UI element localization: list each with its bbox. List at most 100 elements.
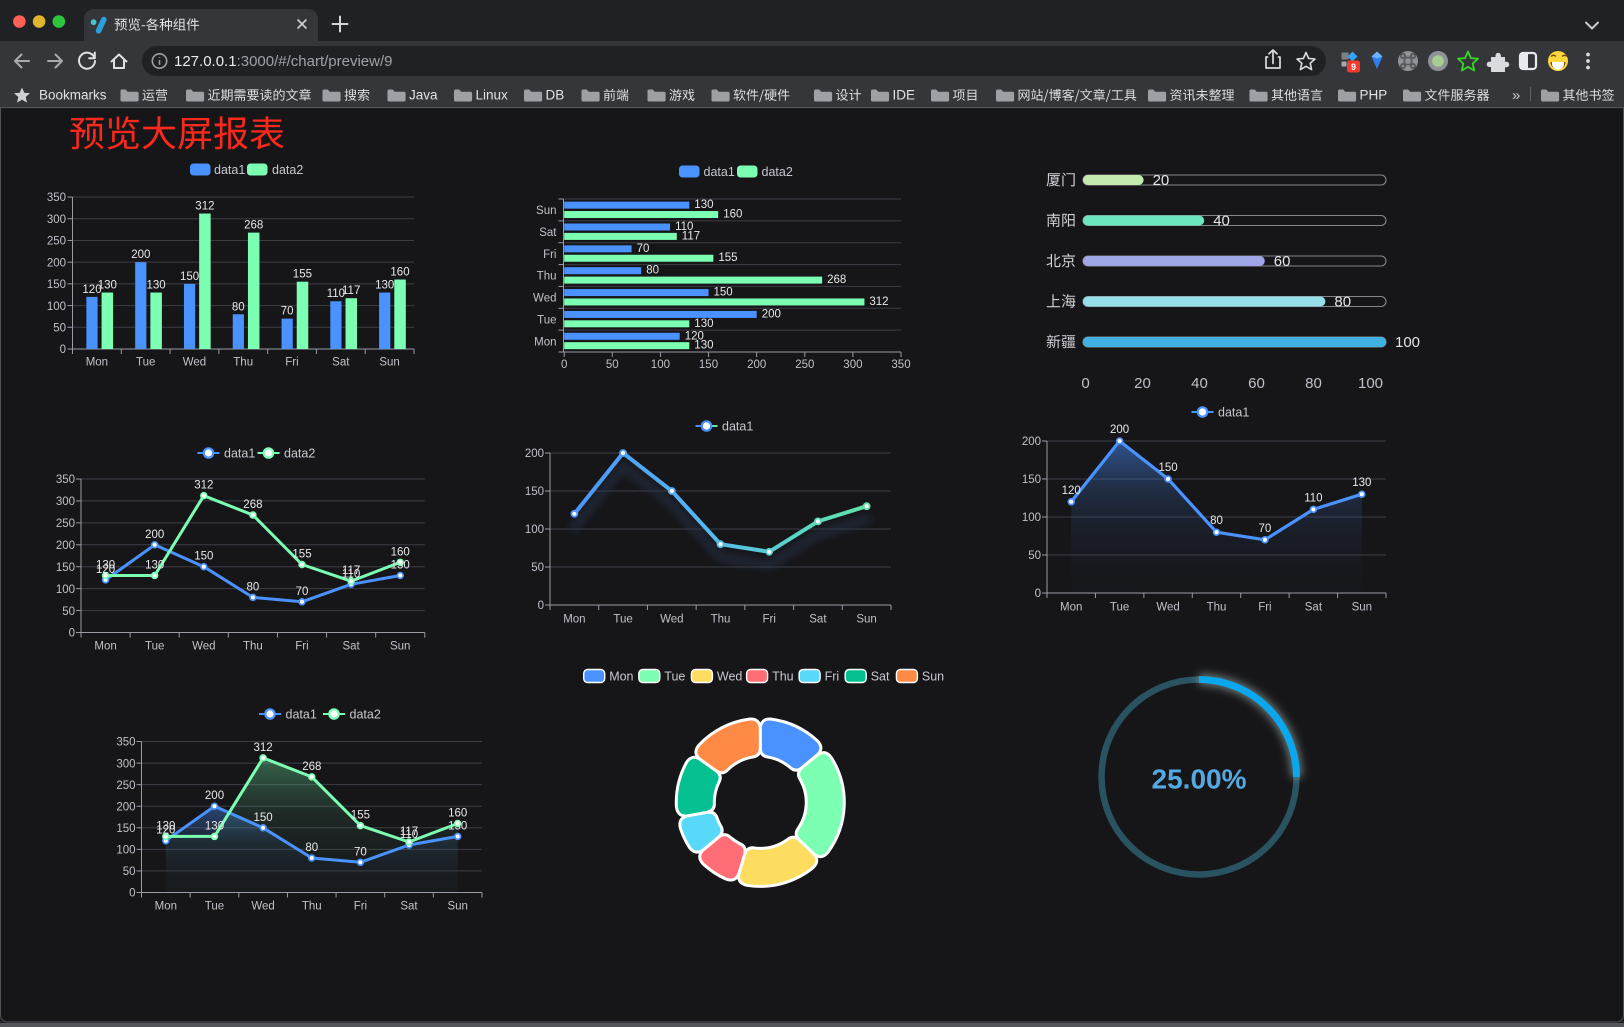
svg-text:155: 155 (292, 549, 311, 561)
svg-text:0: 0 (69, 628, 75, 640)
svg-text:data1: data1 (224, 447, 255, 461)
svg-text:312: 312 (254, 742, 273, 754)
svg-text:160: 160 (391, 546, 410, 558)
svg-text:100: 100 (525, 524, 544, 536)
svg-text:127.0.0.1:3000/#/chart/preview: 127.0.0.1:3000/#/chart/preview/9 (174, 53, 393, 70)
svg-text:Tue: Tue (1110, 602, 1129, 614)
svg-text:110: 110 (1304, 492, 1322, 504)
svg-text:»: » (1512, 87, 1520, 104)
svg-text:data2: data2 (762, 165, 793, 179)
svg-text:80: 80 (247, 581, 260, 593)
svg-text:150: 150 (699, 359, 718, 371)
svg-text:Sun: Sun (447, 901, 467, 913)
svg-text:Sat: Sat (332, 357, 350, 369)
svg-text:150: 150 (47, 279, 66, 291)
svg-text:Wed: Wed (251, 901, 274, 913)
svg-text:data1: data1 (286, 708, 317, 722)
svg-text:9: 9 (1351, 62, 1356, 72)
svg-text:40: 40 (1213, 213, 1230, 230)
svg-text:Mon: Mon (86, 357, 108, 369)
svg-text:IDE: IDE (893, 88, 916, 103)
svg-text:Sat: Sat (539, 227, 557, 239)
svg-text:50: 50 (1028, 550, 1041, 562)
svg-text:100: 100 (56, 584, 75, 596)
svg-text:data1: data1 (1218, 406, 1249, 420)
svg-text:DB: DB (546, 88, 565, 103)
svg-text:0: 0 (538, 600, 544, 612)
svg-text:Thu: Thu (243, 641, 263, 653)
svg-text:Thu: Thu (537, 271, 557, 283)
svg-text:Mon: Mon (155, 901, 177, 913)
svg-text:Sun: Sun (922, 670, 944, 684)
svg-text:350: 350 (47, 192, 66, 204)
svg-text:150: 150 (525, 486, 544, 498)
svg-text:70: 70 (637, 243, 650, 255)
svg-text:250: 250 (47, 236, 66, 248)
svg-text:Sat: Sat (342, 641, 360, 653)
svg-text:Tue: Tue (613, 614, 632, 626)
svg-text:130: 130 (205, 820, 224, 832)
svg-text:300: 300 (843, 359, 862, 371)
svg-text:data2: data2 (350, 708, 381, 722)
svg-text:80: 80 (1305, 375, 1322, 392)
svg-text:Tue: Tue (537, 314, 556, 326)
svg-text:130: 130 (694, 199, 713, 211)
svg-text:100: 100 (1395, 334, 1420, 351)
svg-text:Wed: Wed (192, 641, 215, 653)
svg-text:Sun: Sun (856, 614, 876, 626)
svg-text:0: 0 (561, 359, 567, 371)
svg-text:70: 70 (281, 306, 294, 318)
svg-text:Fri: Fri (1258, 602, 1271, 614)
svg-text:20: 20 (1134, 375, 1151, 392)
svg-text:312: 312 (869, 296, 888, 308)
svg-text:50: 50 (606, 359, 619, 371)
svg-text:130: 130 (145, 560, 164, 572)
svg-text:Thu: Thu (711, 614, 731, 626)
svg-text:268: 268 (827, 274, 846, 286)
svg-text:Fri: Fri (295, 641, 308, 653)
svg-text:150: 150 (56, 562, 75, 574)
svg-text:50: 50 (53, 323, 66, 335)
svg-text:70: 70 (1259, 523, 1272, 535)
svg-text:200: 200 (1110, 424, 1129, 436)
svg-text:100: 100 (116, 845, 135, 857)
svg-text:117: 117 (342, 565, 360, 577)
svg-text:Sun: Sun (379, 357, 399, 369)
svg-text:200: 200 (747, 359, 766, 371)
svg-text:150: 150 (714, 287, 733, 299)
svg-text:Wed: Wed (533, 293, 556, 305)
svg-text:data2: data2 (284, 447, 315, 461)
svg-text:Tue: Tue (145, 641, 164, 653)
svg-text:150: 150 (1159, 462, 1178, 474)
svg-text:25.00%: 25.00% (1152, 764, 1247, 795)
svg-text:200: 200 (116, 801, 135, 813)
svg-text:Wed: Wed (660, 614, 683, 626)
svg-text:130: 130 (147, 280, 166, 292)
svg-text:Sat: Sat (871, 670, 890, 684)
svg-text:Sun: Sun (536, 205, 556, 217)
svg-text:PHP: PHP (1360, 88, 1388, 103)
svg-text:130: 130 (448, 820, 467, 832)
svg-text:200: 200 (762, 308, 781, 320)
svg-text:Mon: Mon (534, 336, 556, 348)
svg-text:130: 130 (96, 560, 115, 572)
svg-text:Thu: Thu (1207, 602, 1227, 614)
svg-text:117: 117 (400, 826, 418, 838)
svg-text:130: 130 (375, 280, 394, 292)
svg-text:Fri: Fri (543, 249, 556, 261)
svg-text:130: 130 (391, 560, 410, 572)
svg-text:Wed: Wed (1156, 602, 1179, 614)
svg-text:20: 20 (1153, 172, 1170, 189)
svg-text:200: 200 (1022, 436, 1041, 448)
svg-text:50: 50 (123, 866, 136, 878)
svg-text:130: 130 (156, 820, 175, 832)
svg-text:300: 300 (47, 214, 66, 226)
svg-text:Mon: Mon (609, 670, 633, 684)
svg-text:80: 80 (305, 842, 318, 854)
svg-text:160: 160 (723, 209, 742, 221)
svg-text:60: 60 (1274, 253, 1291, 270)
svg-text:100: 100 (47, 301, 66, 313)
svg-text:268: 268 (243, 499, 262, 511)
svg-text:200: 200 (205, 790, 224, 802)
svg-text:117: 117 (342, 285, 360, 297)
